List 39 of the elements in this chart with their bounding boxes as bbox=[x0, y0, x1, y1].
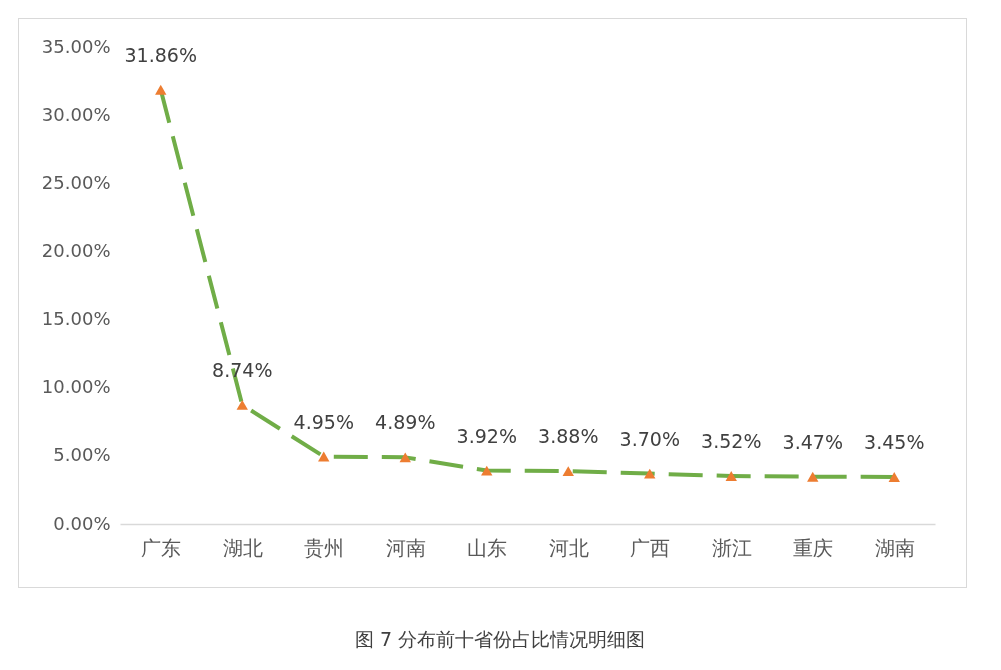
y-tick-label: 35.00% bbox=[41, 35, 111, 57]
y-tick-label: 5.00% bbox=[53, 444, 111, 466]
data-label: 31.86% bbox=[124, 43, 197, 66]
point bbox=[725, 471, 737, 481]
x-tick-label: 广西 bbox=[630, 535, 671, 560]
x-tick-label: 重庆 bbox=[793, 535, 834, 560]
x-tick-label: 广东 bbox=[141, 535, 182, 560]
y-tick-label: 10.00% bbox=[41, 376, 111, 398]
data-label: 3.88% bbox=[538, 425, 599, 448]
point bbox=[399, 452, 411, 463]
data-label: 3.70% bbox=[619, 427, 680, 450]
x-tick-label: 湖南 bbox=[874, 535, 915, 560]
y-tick-label: 20.00% bbox=[41, 239, 111, 261]
point bbox=[155, 84, 167, 95]
data-label: 4.89% bbox=[375, 411, 436, 434]
y-tick-label: 30.00% bbox=[41, 103, 111, 125]
data-label: 3.52% bbox=[701, 430, 762, 453]
x-tick-label: 河南 bbox=[385, 535, 426, 560]
y-tick-label: 25.00% bbox=[41, 171, 111, 193]
data-label: 3.45% bbox=[864, 430, 925, 453]
point bbox=[318, 451, 330, 462]
x-tick-label: 浙江 bbox=[711, 535, 752, 560]
point bbox=[888, 472, 900, 482]
y-tick-label: 0.00% bbox=[53, 512, 111, 534]
data-label: 3.92% bbox=[456, 424, 517, 447]
point bbox=[562, 466, 574, 477]
caption: 图 7 分布前十省份占比情况明细图 bbox=[354, 628, 646, 650]
data-label: 8.74% bbox=[212, 358, 273, 381]
x-tick-label: 河北 bbox=[548, 535, 589, 560]
point bbox=[644, 468, 656, 479]
x-tick-label: 贵州 bbox=[304, 535, 345, 560]
data-label: 4.95% bbox=[293, 410, 354, 433]
point bbox=[236, 399, 248, 410]
data-label: 3.47% bbox=[782, 430, 843, 453]
x-tick-label: 山东 bbox=[467, 535, 508, 560]
x-tick-label: 湖北 bbox=[222, 535, 263, 560]
y-tick-label: 15.00% bbox=[41, 308, 111, 330]
point bbox=[807, 471, 819, 482]
point bbox=[481, 465, 493, 476]
